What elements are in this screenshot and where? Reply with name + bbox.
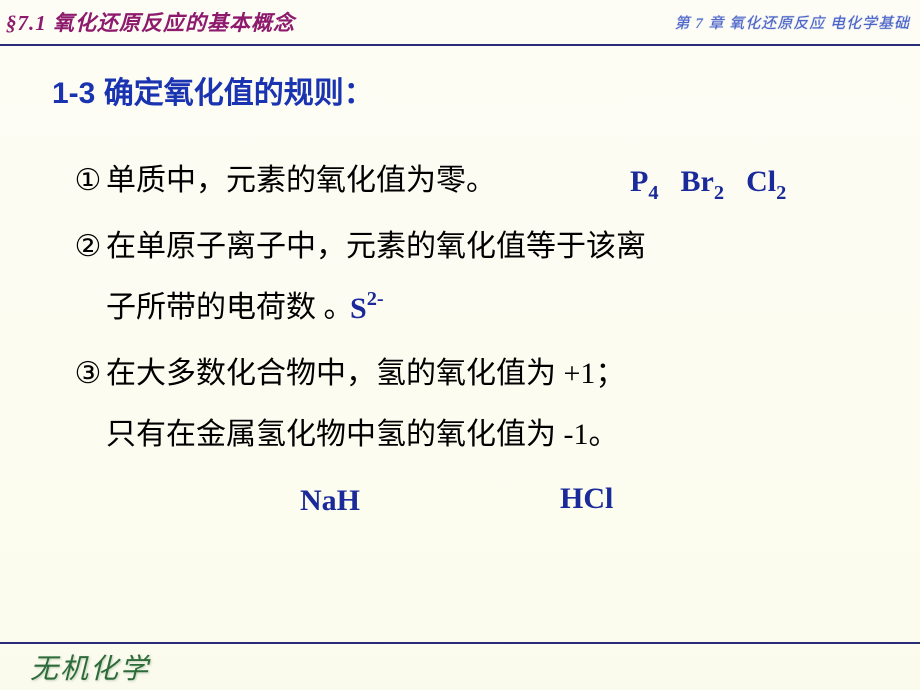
example-hcl: HCl: [560, 482, 613, 516]
example-nah: NaH: [300, 484, 360, 518]
footer-bar: 无机化学: [0, 642, 920, 690]
rule-1-number: ①: [70, 150, 106, 212]
rule-3-line2: 只有在金属氢化物中氢的氧化值为 -1。: [106, 418, 619, 451]
rule-3-line1: 在大多数化合物中，氢的氧化值为 +1；: [106, 357, 625, 390]
chapter-label: 第 7 章 氧化还原反应 电化学基础: [674, 12, 910, 33]
formula-nah: NaH: [300, 484, 360, 517]
rule-2-number: ②: [70, 216, 106, 278]
formula-cl2: Cl2: [746, 165, 786, 198]
rule-2-line1: 在单原子离子中，元素的氧化值等于该离: [106, 230, 646, 263]
example-ion: S2-: [350, 290, 384, 326]
slide-heading: 1-3 确定氧化值的规则：: [52, 68, 374, 112]
formula-s2minus: S2-: [350, 292, 384, 325]
top-bar: §7.1 氧化还原反应的基本概念 第 7 章 氧化还原反应 电化学基础: [0, 0, 920, 46]
rule-1-text: 单质中，元素的氧化值为零。: [106, 164, 496, 197]
rule-2: ②在单原子离子中，元素的氧化值等于该离 子所带的电荷数 。: [70, 216, 860, 339]
formula-hcl: HCl: [560, 482, 613, 515]
footer-title: 无机化学: [30, 647, 150, 687]
section-label: §7.1 氧化还原反应的基本概念: [6, 7, 295, 37]
example-elements: P4 Br2 Cl2: [630, 165, 786, 204]
rule-3: ③在大多数化合物中，氢的氧化值为 +1； 只有在金属氢化物中氢的氧化值为 -1。: [70, 343, 860, 466]
formula-br2: Br2: [681, 165, 725, 198]
rule-2-line2: 子所带的电荷数 。: [106, 291, 354, 324]
rule-3-number: ③: [70, 343, 106, 405]
formula-p4: P4: [630, 165, 659, 198]
